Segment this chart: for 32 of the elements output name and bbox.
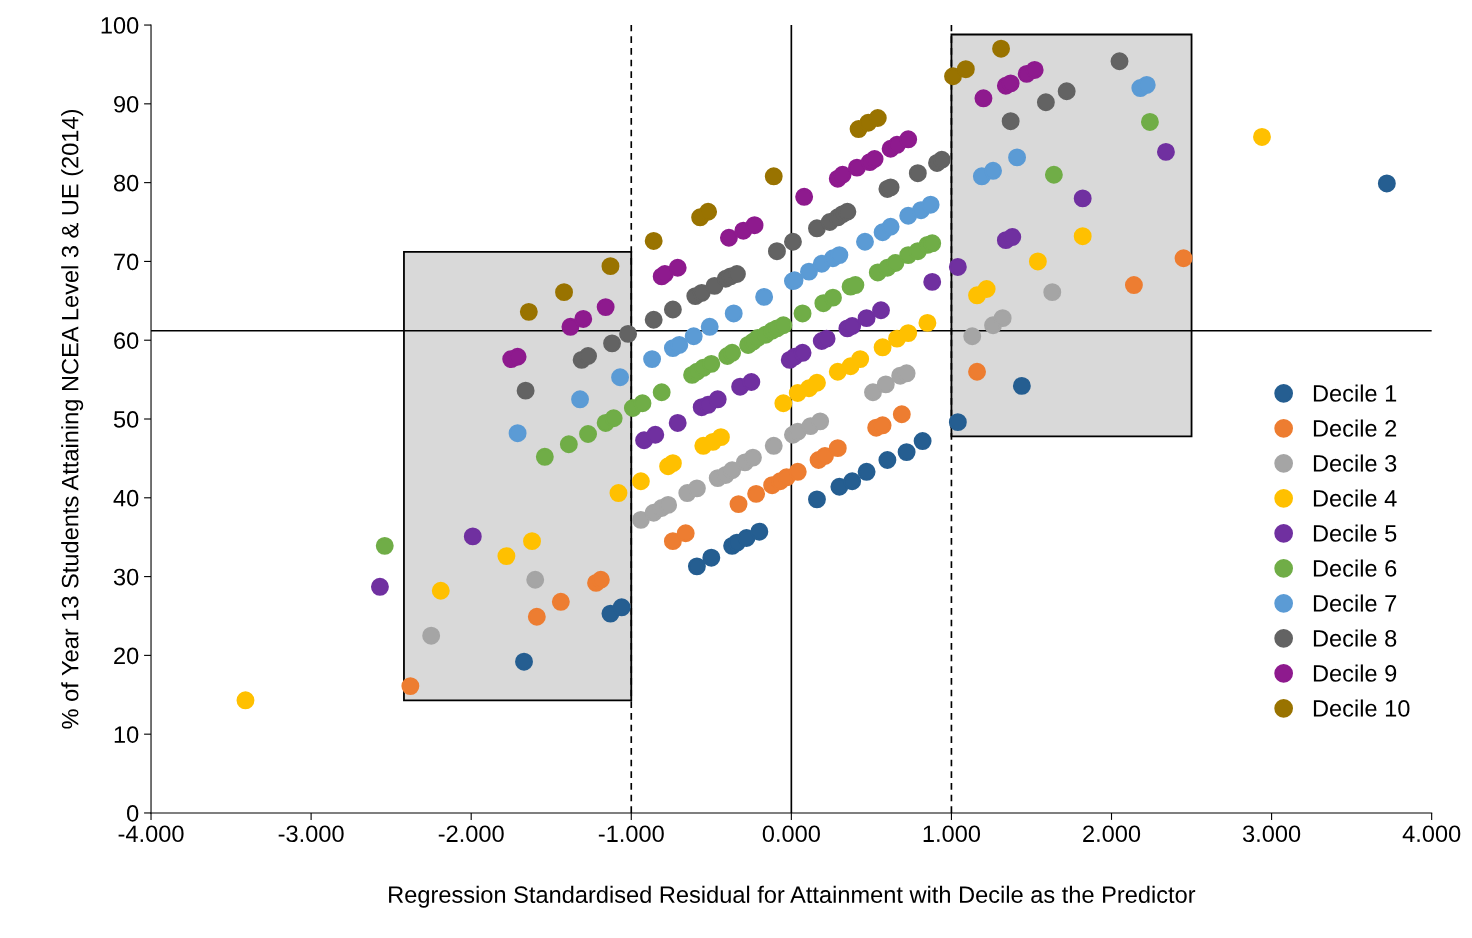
x-axis-title: Regression Standardised Residual for Attainment with Decile as the Predictor bbox=[389, 885, 1196, 908]
y-tick-label: 10 bbox=[114, 726, 139, 743]
legend-label: Decile 1 bbox=[1313, 384, 1397, 402]
legend-label: Decile 9 bbox=[1313, 664, 1397, 682]
y-tick-label: 40 bbox=[113, 489, 139, 507]
y-axis-title: % of Year 13 Students Attaining NCEA Level 3 & UE (2014) bbox=[61, 110, 84, 729]
x-tick-label: -4.000 bbox=[118, 825, 184, 843]
x-tick-label: -3.000 bbox=[278, 825, 344, 843]
legend-label: Decile 10 bbox=[1313, 699, 1410, 717]
legend-label: Decile 7 bbox=[1313, 594, 1397, 612]
x-tick-label: 2.000 bbox=[1083, 825, 1141, 843]
x-tick-label: 3.000 bbox=[1242, 825, 1301, 843]
y-tick-label: 20 bbox=[114, 647, 139, 665]
legend-label: Decile 3 bbox=[1313, 454, 1397, 472]
y-tick-label: 90 bbox=[114, 95, 139, 113]
legend-label: Decile 6 bbox=[1313, 559, 1397, 577]
x-tick-label: -2.000 bbox=[438, 825, 504, 843]
legend-label: Decile 2 bbox=[1313, 419, 1397, 437]
y-tick-label: 100 bbox=[101, 17, 139, 34]
y-tick-label: 50 bbox=[113, 411, 139, 428]
y-tick-label: 80 bbox=[113, 174, 139, 192]
legend-label: Decile 4 bbox=[1313, 489, 1397, 507]
y-tick-label: 70 bbox=[114, 253, 139, 271]
y-tick-label: 0 bbox=[127, 805, 139, 822]
x-tick-label: 4.000 bbox=[1402, 825, 1461, 843]
y-tick-label: 60 bbox=[114, 332, 139, 349]
legend-label: Decile 5 bbox=[1313, 524, 1397, 542]
x-tick-label: -1.000 bbox=[598, 825, 664, 843]
x-tick-label: 0.000 bbox=[762, 825, 820, 843]
y-tick-label: 30 bbox=[113, 568, 139, 586]
x-tick-label: 1.000 bbox=[923, 825, 981, 843]
legend-label: Decile 8 bbox=[1313, 629, 1397, 647]
